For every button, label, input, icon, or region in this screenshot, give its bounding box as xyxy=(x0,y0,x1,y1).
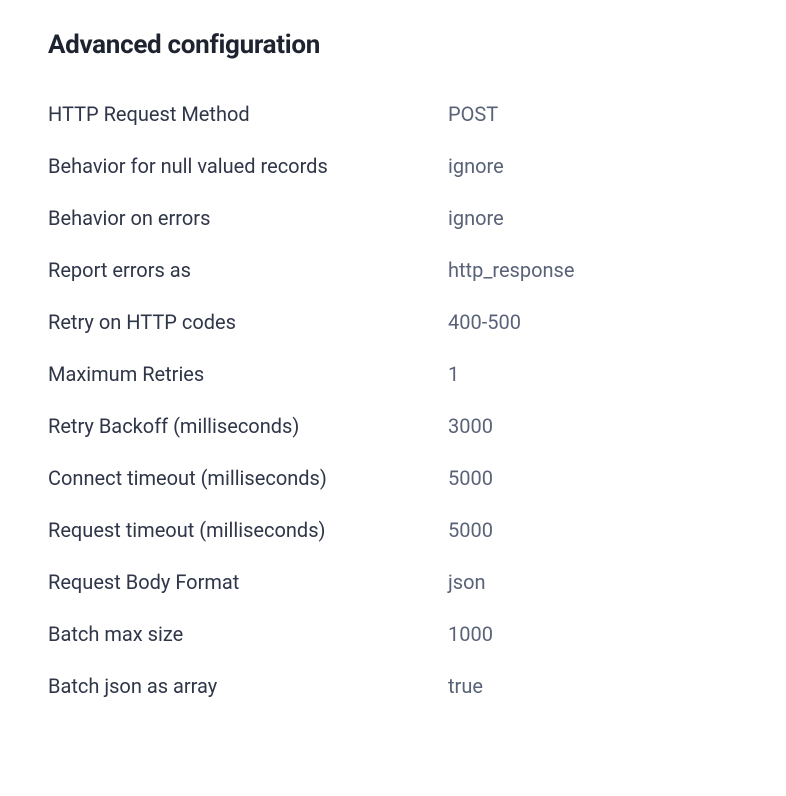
config-row: Batch json as array true xyxy=(48,660,738,712)
config-value: 1 xyxy=(448,362,738,386)
config-value: ignore xyxy=(448,206,738,230)
config-value: 3000 xyxy=(448,414,738,438)
config-row: Request timeout (milliseconds) 5000 xyxy=(48,504,738,556)
config-label: Retry Backoff (milliseconds) xyxy=(48,414,448,438)
config-value: POST xyxy=(448,102,738,126)
config-label: Connect timeout (milliseconds) xyxy=(48,466,448,490)
config-row: Connect timeout (milliseconds) 5000 xyxy=(48,452,738,504)
config-label: Request Body Format xyxy=(48,570,448,594)
config-value: 5000 xyxy=(448,518,738,542)
config-value: ignore xyxy=(448,154,738,178)
config-row: Retry on HTTP codes 400-500 xyxy=(48,296,738,348)
config-label: Retry on HTTP codes xyxy=(48,310,448,334)
config-label: Behavior for null valued records xyxy=(48,154,448,178)
config-row: Behavior for null valued records ignore xyxy=(48,140,738,192)
config-label: HTTP Request Method xyxy=(48,102,448,126)
config-row: Behavior on errors ignore xyxy=(48,192,738,244)
config-value: 5000 xyxy=(448,466,738,490)
config-row: Batch max size 1000 xyxy=(48,608,738,660)
config-value: 400-500 xyxy=(448,310,738,334)
config-row: Request Body Format json xyxy=(48,556,738,608)
config-value: 1000 xyxy=(448,622,738,646)
config-label: Batch max size xyxy=(48,622,448,646)
config-label: Behavior on errors xyxy=(48,206,448,230)
config-value: json xyxy=(448,570,738,594)
config-list: HTTP Request Method POST Behavior for nu… xyxy=(48,88,738,712)
config-row: Retry Backoff (milliseconds) 3000 xyxy=(48,400,738,452)
config-row: Report errors as http_response xyxy=(48,244,738,296)
config-row: Maximum Retries 1 xyxy=(48,348,738,400)
config-value: http_response xyxy=(448,258,738,282)
config-row: HTTP Request Method POST xyxy=(48,88,738,140)
config-label: Batch json as array xyxy=(48,674,448,698)
section-title: Advanced configuration xyxy=(48,30,738,60)
config-label: Maximum Retries xyxy=(48,362,448,386)
config-label: Report errors as xyxy=(48,258,448,282)
config-label: Request timeout (milliseconds) xyxy=(48,518,448,542)
config-value: true xyxy=(448,674,738,698)
